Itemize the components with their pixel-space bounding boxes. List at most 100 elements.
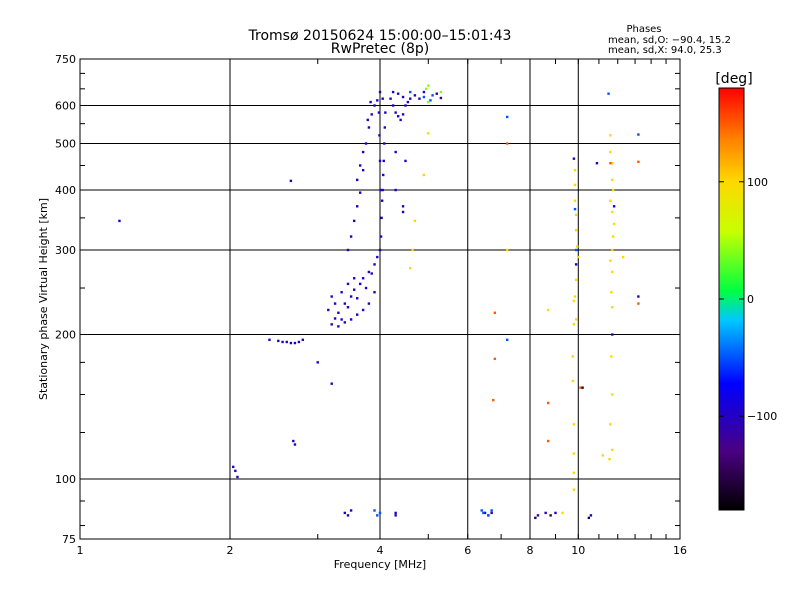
data-point	[382, 159, 385, 163]
data-point	[378, 511, 382, 515]
data-point	[609, 259, 612, 262]
data-point	[396, 115, 400, 118]
data-point	[378, 159, 382, 163]
data-point	[609, 199, 612, 202]
data-point	[358, 191, 362, 194]
data-point	[380, 216, 383, 220]
data-point	[361, 277, 365, 280]
data-point	[482, 511, 485, 515]
data-point	[571, 355, 575, 358]
data-point	[572, 423, 576, 426]
data-point	[383, 142, 386, 145]
data-point	[380, 199, 384, 202]
data-point	[376, 99, 379, 102]
data-point	[413, 94, 417, 97]
data-point	[572, 488, 576, 491]
data-point	[409, 90, 412, 94]
data-point	[394, 188, 397, 192]
plot-area-frame	[79, 58, 681, 540]
data-point	[401, 113, 405, 116]
data-point	[424, 87, 428, 91]
data-point	[333, 302, 337, 305]
data-point	[355, 205, 359, 208]
data-point	[621, 255, 625, 259]
colorbar-ticks: 100 0 −100	[719, 176, 777, 423]
data-point	[546, 308, 550, 312]
data-point	[610, 355, 613, 358]
data-point	[422, 95, 426, 99]
x-tick-label: 6	[464, 544, 471, 557]
data-point	[378, 134, 381, 137]
data-point	[595, 161, 599, 165]
data-point	[579, 386, 582, 389]
data-point	[610, 291, 613, 294]
data-point	[573, 199, 577, 202]
data-point	[118, 219, 121, 223]
data-point	[394, 514, 397, 517]
y-tick-label: 200	[55, 329, 76, 342]
data-point	[373, 291, 376, 294]
data-point	[611, 270, 614, 274]
data-point	[343, 302, 347, 305]
data-point	[505, 338, 509, 342]
data-point	[289, 341, 293, 345]
data-point	[637, 160, 640, 164]
data-point	[337, 311, 340, 314]
data-point	[574, 278, 578, 282]
data-point	[611, 178, 614, 182]
data-point	[383, 126, 387, 129]
data-point	[349, 318, 353, 321]
data-point	[505, 142, 509, 145]
y-axis-label: Stationary phase Virtual Height [km]	[37, 198, 50, 400]
data-point	[343, 321, 347, 324]
data-point	[577, 255, 580, 259]
data-point	[349, 235, 353, 238]
data-point	[612, 205, 616, 208]
y-tick-label: 100	[55, 473, 76, 486]
data-point	[232, 465, 235, 469]
data-point	[572, 299, 576, 303]
y-tick-label: 750	[55, 53, 76, 66]
data-point	[573, 295, 577, 298]
data-point	[346, 514, 350, 517]
data-point	[327, 308, 330, 312]
data-point	[637, 302, 640, 305]
y-tick-label: 600	[55, 100, 76, 113]
data-point	[487, 514, 490, 517]
x-tick-label: 2	[227, 544, 234, 557]
data-point	[373, 509, 376, 512]
data-point	[366, 118, 369, 122]
data-point	[401, 205, 405, 208]
data-point	[574, 228, 578, 232]
data-point	[352, 277, 356, 280]
data-point	[544, 511, 547, 515]
data-point	[609, 150, 612, 154]
data-point	[289, 179, 293, 183]
data-point	[394, 511, 397, 515]
data-point	[358, 164, 362, 167]
data-point	[367, 302, 371, 305]
data-point	[352, 219, 356, 223]
data-point	[483, 511, 487, 515]
data-point	[490, 511, 493, 515]
data-point	[418, 97, 421, 100]
data-point	[573, 207, 577, 211]
data-point	[361, 150, 365, 154]
data-point	[346, 306, 350, 309]
data-point	[505, 248, 509, 252]
data-point	[611, 188, 615, 192]
data-point	[422, 90, 426, 94]
data-point	[549, 514, 552, 517]
data-point	[355, 313, 359, 316]
data-point	[429, 99, 432, 102]
data-point	[609, 134, 612, 137]
data-point	[330, 295, 333, 298]
data-point	[572, 471, 576, 475]
data-point	[355, 178, 359, 182]
data-point	[546, 401, 550, 405]
data-point	[439, 90, 443, 94]
data-point	[409, 266, 412, 270]
data-point	[293, 341, 297, 345]
data-point	[572, 452, 576, 455]
data-point	[572, 157, 576, 160]
